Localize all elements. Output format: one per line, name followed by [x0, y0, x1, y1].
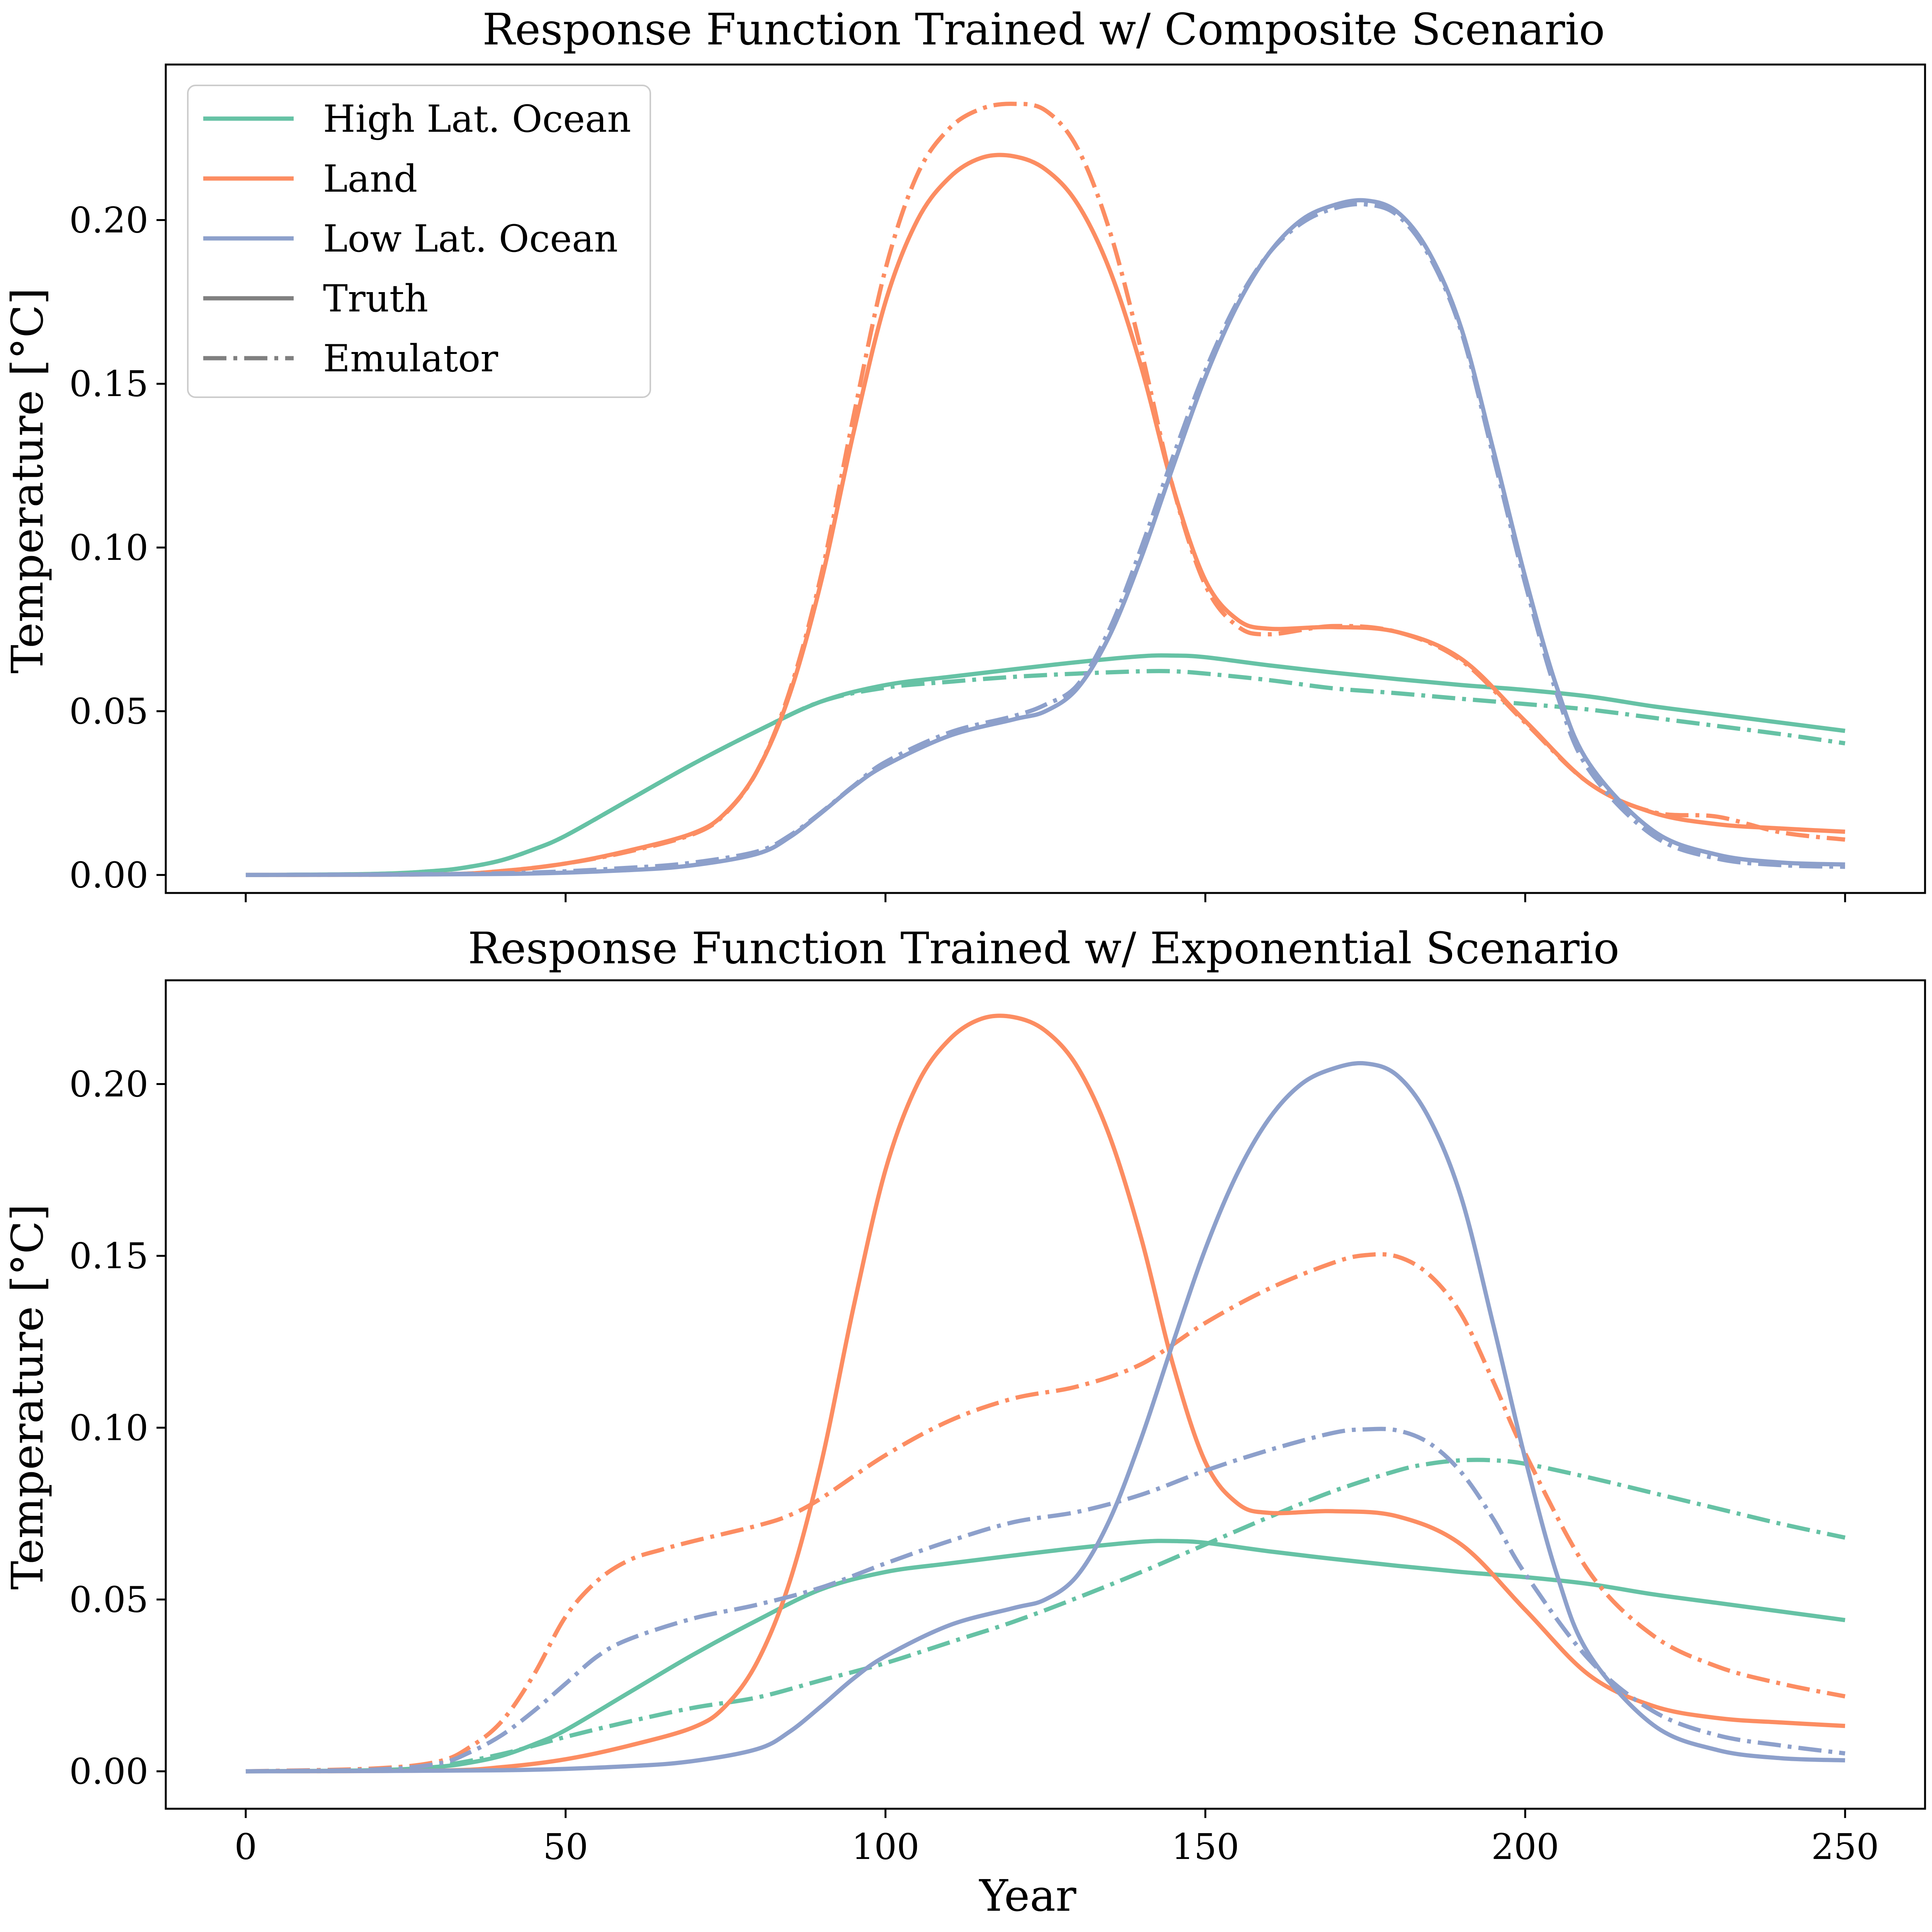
legend-label-emulator: Emulator [323, 337, 498, 380]
bottom-panel-high-lat-ocean-truth-line [245, 1539, 1845, 1774]
bottom-panel-x-tick-label: 0 [235, 1826, 257, 1867]
top-panel-plot-area [245, 102, 1845, 877]
bottom-panel-x-tick-label: 50 [543, 1826, 588, 1867]
bottom-panel-low-lat-ocean-truth-line [245, 1061, 1845, 1774]
bottom-panel-high-lat-ocean-emulator-line [245, 1458, 1846, 1774]
bottom-panel-x-tick-label: 250 [1811, 1826, 1879, 1867]
bottom-panel-land-emulator-line [245, 1252, 1846, 1774]
top-panel-y-tick-label: 0.15 [69, 363, 148, 405]
bottom-panel-frame [165, 979, 1926, 1810]
bottom-panel-x-tick-label: 200 [1491, 1826, 1559, 1867]
legend-label-low-lat-ocean: Low Lat. Ocean [323, 217, 618, 260]
top-panel-high-lat-ocean-emulator-line [245, 669, 1845, 877]
bottom-panel-y-tick-label: 0.05 [69, 1579, 148, 1620]
top-panel-y-tick-label: 0.05 [69, 691, 148, 732]
top-panel-y-tick-label: 0.20 [69, 200, 148, 241]
top-panel-y-tick-label: 0.10 [69, 527, 148, 568]
bottom-panel-low-lat-ocean-emulator-line [245, 1427, 1845, 1774]
bottom-panel: Response Function Trained w/ Exponential… [3, 923, 1926, 1921]
bottom-panel-y-tick-label: 0.15 [69, 1235, 148, 1277]
bottom-panel-x-tick-label: 100 [852, 1826, 920, 1867]
legend-box [187, 85, 651, 398]
top-panel-y-axis-label: Temperature [°C] [3, 288, 53, 673]
top-panel-high-lat-ocean-truth-line [245, 653, 1845, 877]
top-panel: Response Function Trained w/ Composite S… [3, 5, 1926, 902]
bottom-panel-y-tick-label: 0.10 [69, 1407, 148, 1449]
bottom-panel-y-tick-label: 0.00 [69, 1751, 148, 1792]
legend-label-high-lat-ocean: High Lat. Ocean [323, 97, 631, 141]
bottom-panel-plot-area [245, 1014, 1846, 1774]
bottom-panel-y-axis-label: Temperature [°C] [3, 1204, 53, 1590]
legend-label-land: Land [323, 157, 417, 201]
top-panel-frame [165, 63, 1926, 894]
legend: High Lat. Ocean Land Low Lat. Ocean Truth Em… [187, 85, 651, 398]
legend-label-truth: Truth [323, 277, 428, 320]
bottom-panel-x-axis-label: Year [979, 1871, 1077, 1921]
bottom-panel-land-truth-line [245, 1014, 1845, 1774]
bottom-panel-x-tick-label: 150 [1172, 1826, 1240, 1867]
top-panel-low-lat-ocean-emulator-line [245, 202, 1845, 877]
bottom-panel-title: Response Function Trained w/ Exponential… [468, 923, 1619, 974]
top-panel-y-tick-label: 0.00 [69, 854, 148, 896]
bottom-panel-y-tick-label: 0.20 [69, 1064, 148, 1105]
top-panel-land-emulator-line [245, 102, 1845, 877]
top-panel-title: Response Function Trained w/ Composite S… [482, 5, 1605, 55]
